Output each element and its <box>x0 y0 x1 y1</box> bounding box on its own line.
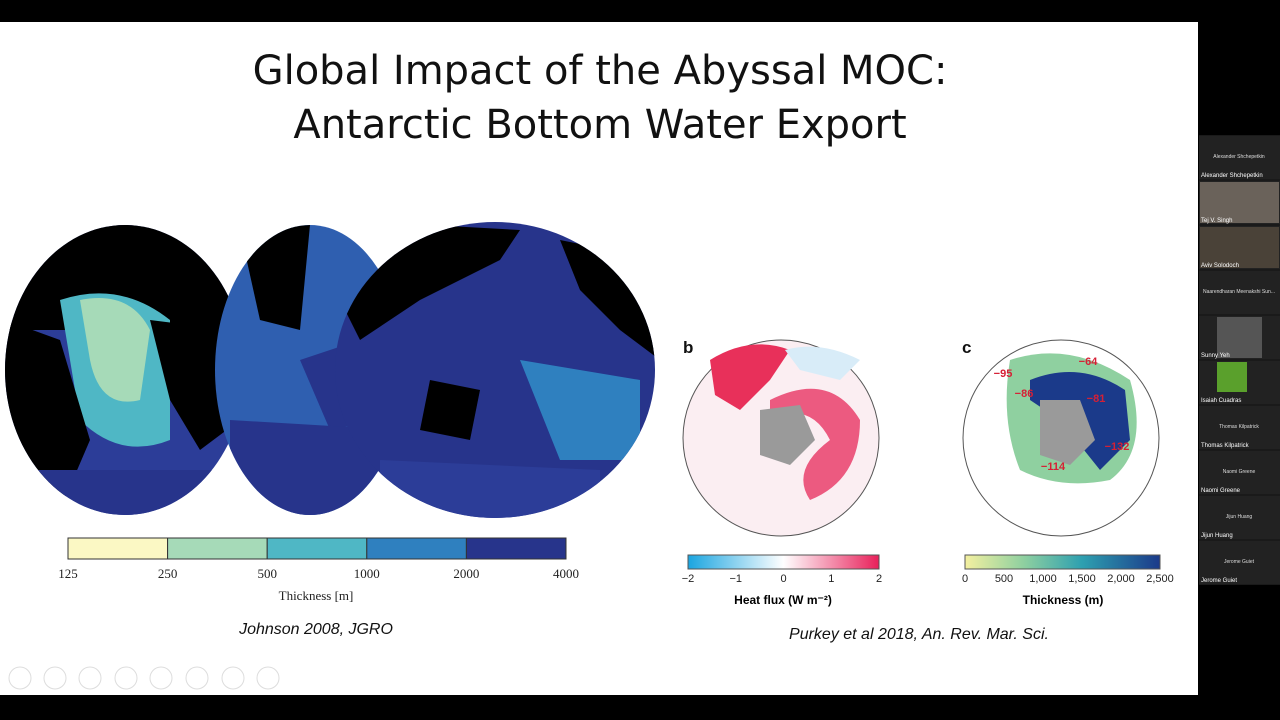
colorbar-tick-label: 2,000 <box>1107 573 1135 585</box>
colorbar-tick-label: 125 <box>58 566 78 581</box>
participant-caption: Naomi Greene <box>1223 469 1256 475</box>
slide-toolbar[interactable] <box>8 666 280 690</box>
panel-label: c <box>962 338 971 357</box>
colorbar-tick-label: 4000 <box>553 566 579 581</box>
map-annotation: −114 <box>1041 461 1066 473</box>
map-annotation: −95 <box>994 368 1013 380</box>
left-colorbar <box>67 537 567 560</box>
slide-title: Global Impact of the Abyssal MOC: <box>253 48 948 94</box>
colorbar-tick-label: 500 <box>257 566 277 581</box>
participant-tile[interactable] <box>1199 271 1280 314</box>
colorbar-tick-label: −2 <box>682 573 695 585</box>
participant-name: Naomi Greene <box>1201 488 1241 494</box>
colorbar-tick-label: 1000 <box>354 566 380 581</box>
colorbar-label: Heat flux (W m⁻²) <box>734 593 832 607</box>
map-annotation: −86 <box>1015 388 1034 400</box>
participant-name: Aviv Solodoch <box>1201 263 1239 269</box>
participant-name: Isaiah Cuadras <box>1201 398 1241 404</box>
thickness-map <box>962 339 1160 537</box>
participant-tile[interactable] <box>1199 406 1280 449</box>
colorbar <box>964 554 1161 570</box>
world-map <box>5 222 655 518</box>
participant-tile[interactable] <box>1199 451 1280 494</box>
colorbar-tick-label: 2000 <box>453 566 479 581</box>
participant-name: Sunny Yeh <box>1201 353 1230 359</box>
video-feed <box>1200 227 1279 268</box>
citation: Johnson 2008, JGRO <box>238 621 393 638</box>
citation: Purkey et al 2018, An. Rev. Mar. Sci. <box>789 626 1049 643</box>
colorbar-tick-label: 2,500 <box>1146 573 1174 585</box>
participant-panel: Alexander Shchepetkin Alexander Shchepetk… <box>1199 135 1280 585</box>
heat-flux-map <box>682 339 880 537</box>
panel-label: b <box>683 338 693 357</box>
participant-caption: Thomas Kilpatrick <box>1219 424 1259 430</box>
video-feed <box>1217 317 1262 358</box>
colorbar-tick-label: 0 <box>780 573 786 585</box>
colorbar-tick-label: 1 <box>828 573 834 585</box>
participant-name: Jerome Guiet <box>1201 578 1237 584</box>
colorbar-label: Thickness [m] <box>279 588 354 603</box>
video-feed <box>1200 182 1279 223</box>
participant-name: Tej V. Singh <box>1201 218 1232 224</box>
participant-caption: Alexander Shchepetkin <box>1213 154 1265 160</box>
colorbar-tick-label: 1,500 <box>1068 573 1096 585</box>
participant-caption: Naarendharan Meenakshi Sun... <box>1203 289 1275 295</box>
colorbar-tick-label: 250 <box>158 566 178 581</box>
map-annotation: −64 <box>1079 356 1099 368</box>
participant-caption: Jerome Guiet <box>1224 559 1255 565</box>
colorbar-tick-label: 1,000 <box>1029 573 1057 585</box>
participant-name: Alexander Shchepetkin <box>1201 173 1263 179</box>
participant-caption: Jijun Huang <box>1226 514 1253 520</box>
map-annotation: −132 <box>1105 441 1130 453</box>
colorbar-tick-label: −1 <box>729 573 742 585</box>
slide-title: Antarctic Bottom Water Export <box>293 102 906 148</box>
colorbar-tick-label: 500 <box>995 573 1013 585</box>
participant-name: Thomas Kilpatrick <box>1201 443 1250 449</box>
participant-tile[interactable] <box>1199 496 1280 539</box>
participant-name: Jijun Huang <box>1201 533 1233 539</box>
participant-tile[interactable] <box>1199 541 1280 584</box>
avatar <box>1217 362 1247 392</box>
colorbar-tick-label: 0 <box>962 573 968 585</box>
colorbar <box>687 554 880 570</box>
participant-tile[interactable] <box>1199 136 1280 179</box>
colorbar-label: Thickness (m) <box>1023 593 1104 607</box>
colorbar-tick-label: 2 <box>876 573 882 585</box>
map-annotation: −81 <box>1087 393 1106 405</box>
